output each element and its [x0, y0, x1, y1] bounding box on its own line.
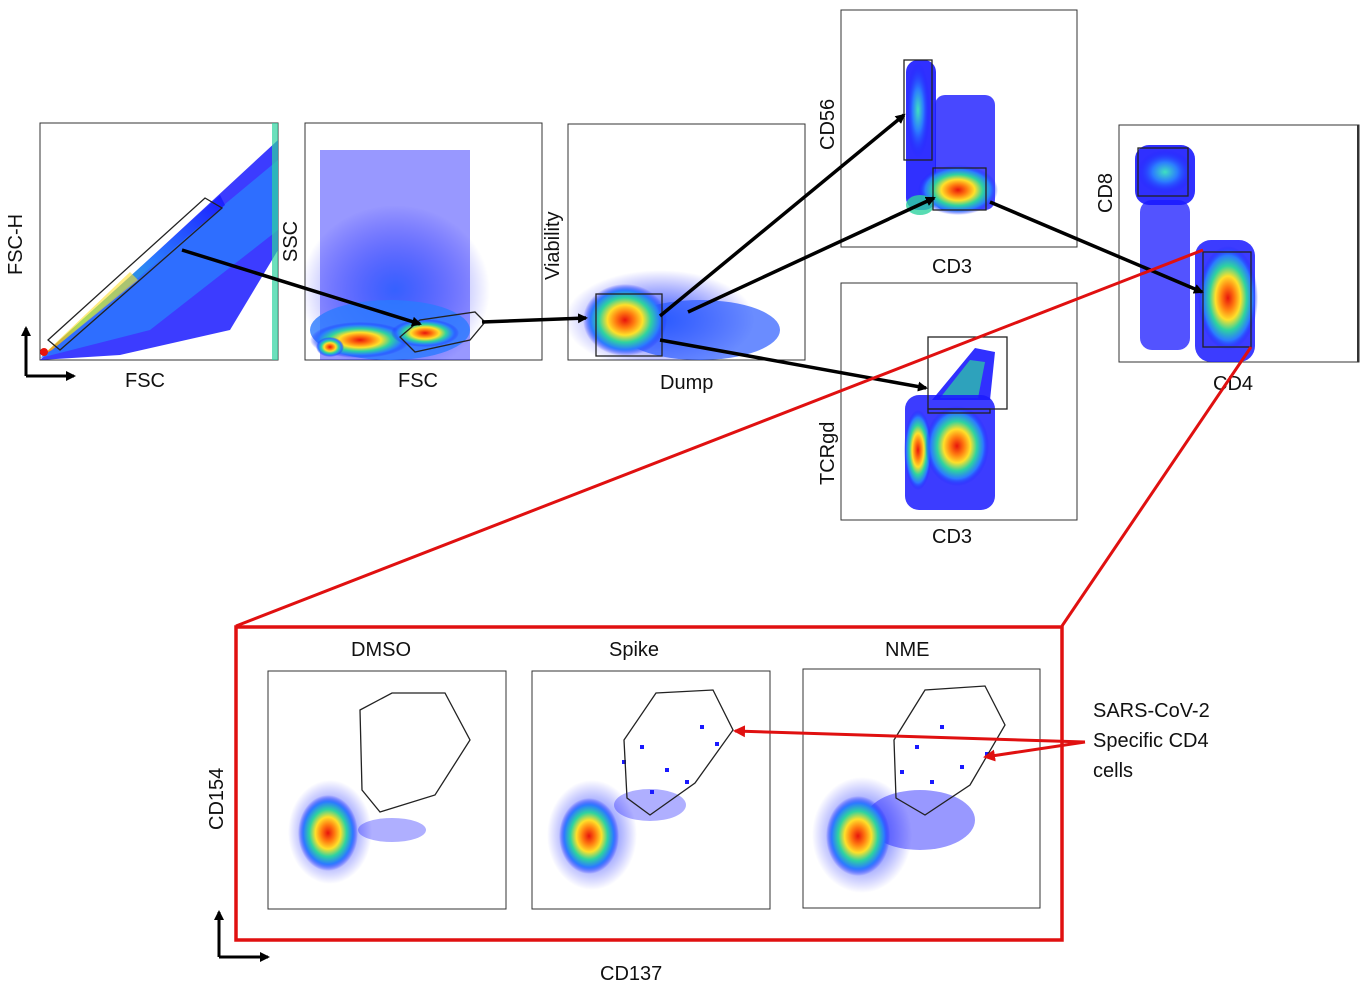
arrow-to-cd4: [989, 200, 1204, 294]
live-dump-neg-gate: [595, 293, 663, 357]
x-axis-label: CD3: [932, 256, 972, 278]
y-axis-label: CD56: [817, 99, 839, 150]
plot-frame: [267, 670, 507, 910]
y-axis-label: CD8: [1095, 173, 1117, 213]
plot-cd3-cd56: CD3 CD56: [817, 9, 1078, 278]
y-axis-label: Viability: [542, 211, 564, 280]
arrow-to-gd: [659, 338, 928, 392]
singlets-gate: [47, 197, 224, 351]
cd154-cd137-gate: [623, 689, 734, 816]
x-axis-label: FSC: [125, 370, 165, 392]
annotation-arrow-nme: [983, 740, 1086, 762]
plot-fsc-ssc: FSC SSC: [280, 122, 543, 392]
cd8-gate: [1137, 147, 1189, 197]
bottom-panel: DMSO Spike NME: [206, 625, 1064, 985]
zoom-lines: [235, 248, 1253, 628]
plot-title: DMSO: [351, 639, 411, 661]
arrow-live-to-viability: [481, 313, 588, 324]
density-cloud: [904, 348, 995, 510]
x-axis-label: Dump: [660, 372, 713, 394]
annotation-line-2: Specific CD4: [1093, 730, 1209, 752]
cd154-cd137-gate: [359, 692, 471, 813]
density-cloud: [1135, 145, 1258, 362]
density-cloud: [906, 60, 998, 215]
arrow-to-nk: [658, 113, 906, 318]
plot-nme: NME: [802, 639, 1041, 909]
plot-cd4-cd8: CD4 CD8: [1095, 124, 1360, 395]
plot-spike: Spike: [531, 639, 771, 910]
plot-dump-viability: Dump Viability: [542, 123, 806, 394]
density-cloud: [40, 123, 278, 360]
x-axis-label: CD137: [600, 963, 662, 985]
plot-dmso: DMSO: [267, 639, 507, 910]
x-axis-label: CD3: [932, 526, 972, 548]
annotation-line-3: cells: [1093, 760, 1133, 782]
annotation: SARS-CoV-2 Specific CD4 cells: [733, 700, 1210, 782]
density-cloud: [305, 150, 490, 360]
axis-arrows: [214, 910, 270, 962]
gating-arrows: [181, 113, 1204, 392]
t-cell-gate: [932, 167, 987, 211]
y-axis-label: SSC: [280, 221, 302, 262]
plot-fsc-fsch: FSC FSC-H: [5, 122, 279, 392]
arrow-to-tcells: [687, 196, 936, 314]
cd4-gate: [1202, 251, 1252, 348]
annotation-line-1: SARS-CoV-2: [1093, 700, 1210, 722]
responder-events: [622, 725, 719, 794]
plot-title: Spike: [609, 639, 659, 661]
plot-cd3-tcrgd: CD3 TCRgd: [817, 282, 1078, 548]
y-axis-label: CD154: [206, 768, 228, 830]
ab-t-cell-gate: [927, 408, 991, 414]
annotation-arrow-spike: [733, 725, 1086, 744]
y-axis-label: TCRgd: [817, 422, 839, 485]
arrow-singlets-to-live: [181, 248, 422, 327]
zoom-panel-frame: [234, 625, 1064, 942]
nk-gate: [903, 59, 933, 161]
x-axis-label: FSC: [398, 370, 438, 392]
axis-arrows: [21, 326, 76, 381]
y-axis-label: FSC-H: [5, 214, 27, 275]
plot-title: NME: [885, 639, 929, 661]
